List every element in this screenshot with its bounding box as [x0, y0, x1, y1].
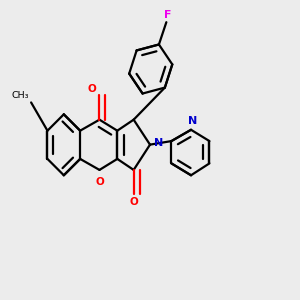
Text: O: O	[96, 177, 104, 187]
Text: N: N	[188, 116, 197, 126]
Text: CH₃: CH₃	[11, 91, 29, 100]
Text: N: N	[154, 139, 163, 148]
Text: O: O	[130, 197, 139, 207]
Text: F: F	[164, 10, 172, 20]
Text: O: O	[88, 83, 97, 94]
